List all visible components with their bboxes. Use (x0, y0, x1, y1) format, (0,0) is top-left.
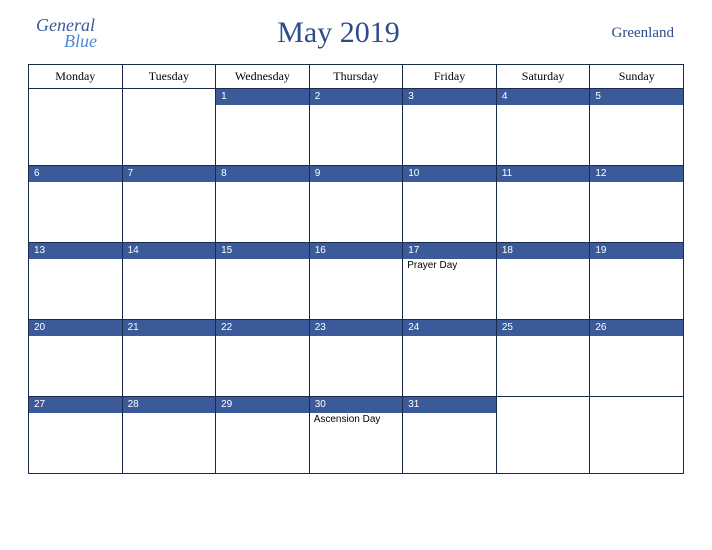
day-number: 9 (310, 166, 403, 182)
day-number: 5 (590, 89, 683, 105)
calendar-day-cell: 8 (216, 166, 310, 243)
calendar-day-cell: 27 (29, 397, 123, 474)
day-number: 10 (403, 166, 496, 182)
calendar-day-cell (122, 89, 216, 166)
logo-text-top: General (36, 16, 97, 34)
day-number: 27 (29, 397, 122, 413)
calendar-week-row: 6789101112 (29, 166, 684, 243)
calendar-day-cell: 17Prayer Day (403, 243, 497, 320)
day-number: 17 (403, 243, 496, 259)
calendar-day-cell (590, 397, 684, 474)
calendar-day-cell: 24 (403, 320, 497, 397)
day-number: 26 (590, 320, 683, 336)
weekday-header: Monday (29, 65, 123, 89)
weekday-header: Friday (403, 65, 497, 89)
day-number: 30 (310, 397, 403, 413)
calendar-header: General Blue May 2019 Greenland (28, 16, 684, 50)
day-number: 24 (403, 320, 496, 336)
calendar-day-cell: 19 (590, 243, 684, 320)
day-number: 4 (497, 89, 590, 105)
calendar-week-row: 27282930Ascension Day31 (29, 397, 684, 474)
calendar-day-cell: 16 (309, 243, 403, 320)
calendar-day-cell: 14 (122, 243, 216, 320)
calendar-title: May 2019 (97, 16, 580, 50)
calendar-day-cell: 25 (496, 320, 590, 397)
calendar-day-cell: 28 (122, 397, 216, 474)
calendar-day-cell: 12 (590, 166, 684, 243)
region-label: Greenland (580, 25, 680, 42)
weekday-header: Saturday (496, 65, 590, 89)
calendar-day-cell: 21 (122, 320, 216, 397)
calendar-body: 1234567891011121314151617Prayer Day18192… (29, 89, 684, 474)
day-number: 19 (590, 243, 683, 259)
day-number: 20 (29, 320, 122, 336)
weekday-header: Wednesday (216, 65, 310, 89)
day-number: 25 (497, 320, 590, 336)
day-number: 8 (216, 166, 309, 182)
calendar-day-cell: 10 (403, 166, 497, 243)
day-number: 22 (216, 320, 309, 336)
calendar-day-cell: 7 (122, 166, 216, 243)
calendar-day-cell (496, 397, 590, 474)
calendar-week-row: 1314151617Prayer Day1819 (29, 243, 684, 320)
day-number: 16 (310, 243, 403, 259)
calendar-day-cell: 31 (403, 397, 497, 474)
day-event: Ascension Day (310, 413, 403, 427)
brand-logo: General Blue (32, 16, 97, 50)
calendar-day-cell: 18 (496, 243, 590, 320)
day-number: 23 (310, 320, 403, 336)
calendar-day-cell: 6 (29, 166, 123, 243)
calendar-day-cell: 11 (496, 166, 590, 243)
calendar-day-cell: 9 (309, 166, 403, 243)
calendar-day-cell: 20 (29, 320, 123, 397)
weekday-header: Thursday (309, 65, 403, 89)
day-number: 29 (216, 397, 309, 413)
day-number: 2 (310, 89, 403, 105)
calendar-day-cell: 23 (309, 320, 403, 397)
weekday-header-row: Monday Tuesday Wednesday Thursday Friday… (29, 65, 684, 89)
day-number: 13 (29, 243, 122, 259)
day-number: 11 (497, 166, 590, 182)
calendar-grid: Monday Tuesday Wednesday Thursday Friday… (28, 64, 684, 474)
day-number: 12 (590, 166, 683, 182)
day-number: 15 (216, 243, 309, 259)
calendar-week-row: 12345 (29, 89, 684, 166)
calendar-day-cell: 2 (309, 89, 403, 166)
day-number: 7 (123, 166, 216, 182)
day-event: Prayer Day (403, 259, 496, 273)
calendar-day-cell: 29 (216, 397, 310, 474)
calendar-day-cell: 30Ascension Day (309, 397, 403, 474)
calendar-day-cell: 1 (216, 89, 310, 166)
day-number: 18 (497, 243, 590, 259)
calendar-day-cell: 5 (590, 89, 684, 166)
calendar-day-cell: 26 (590, 320, 684, 397)
weekday-header: Tuesday (122, 65, 216, 89)
calendar-day-cell: 3 (403, 89, 497, 166)
calendar-week-row: 20212223242526 (29, 320, 684, 397)
calendar-day-cell: 13 (29, 243, 123, 320)
day-number: 6 (29, 166, 122, 182)
day-number: 31 (403, 397, 496, 413)
day-number: 1 (216, 89, 309, 105)
day-number: 21 (123, 320, 216, 336)
calendar-day-cell: 22 (216, 320, 310, 397)
day-number: 28 (123, 397, 216, 413)
calendar-day-cell (29, 89, 123, 166)
day-number: 3 (403, 89, 496, 105)
day-number: 14 (123, 243, 216, 259)
calendar-day-cell: 15 (216, 243, 310, 320)
weekday-header: Sunday (590, 65, 684, 89)
calendar-day-cell: 4 (496, 89, 590, 166)
